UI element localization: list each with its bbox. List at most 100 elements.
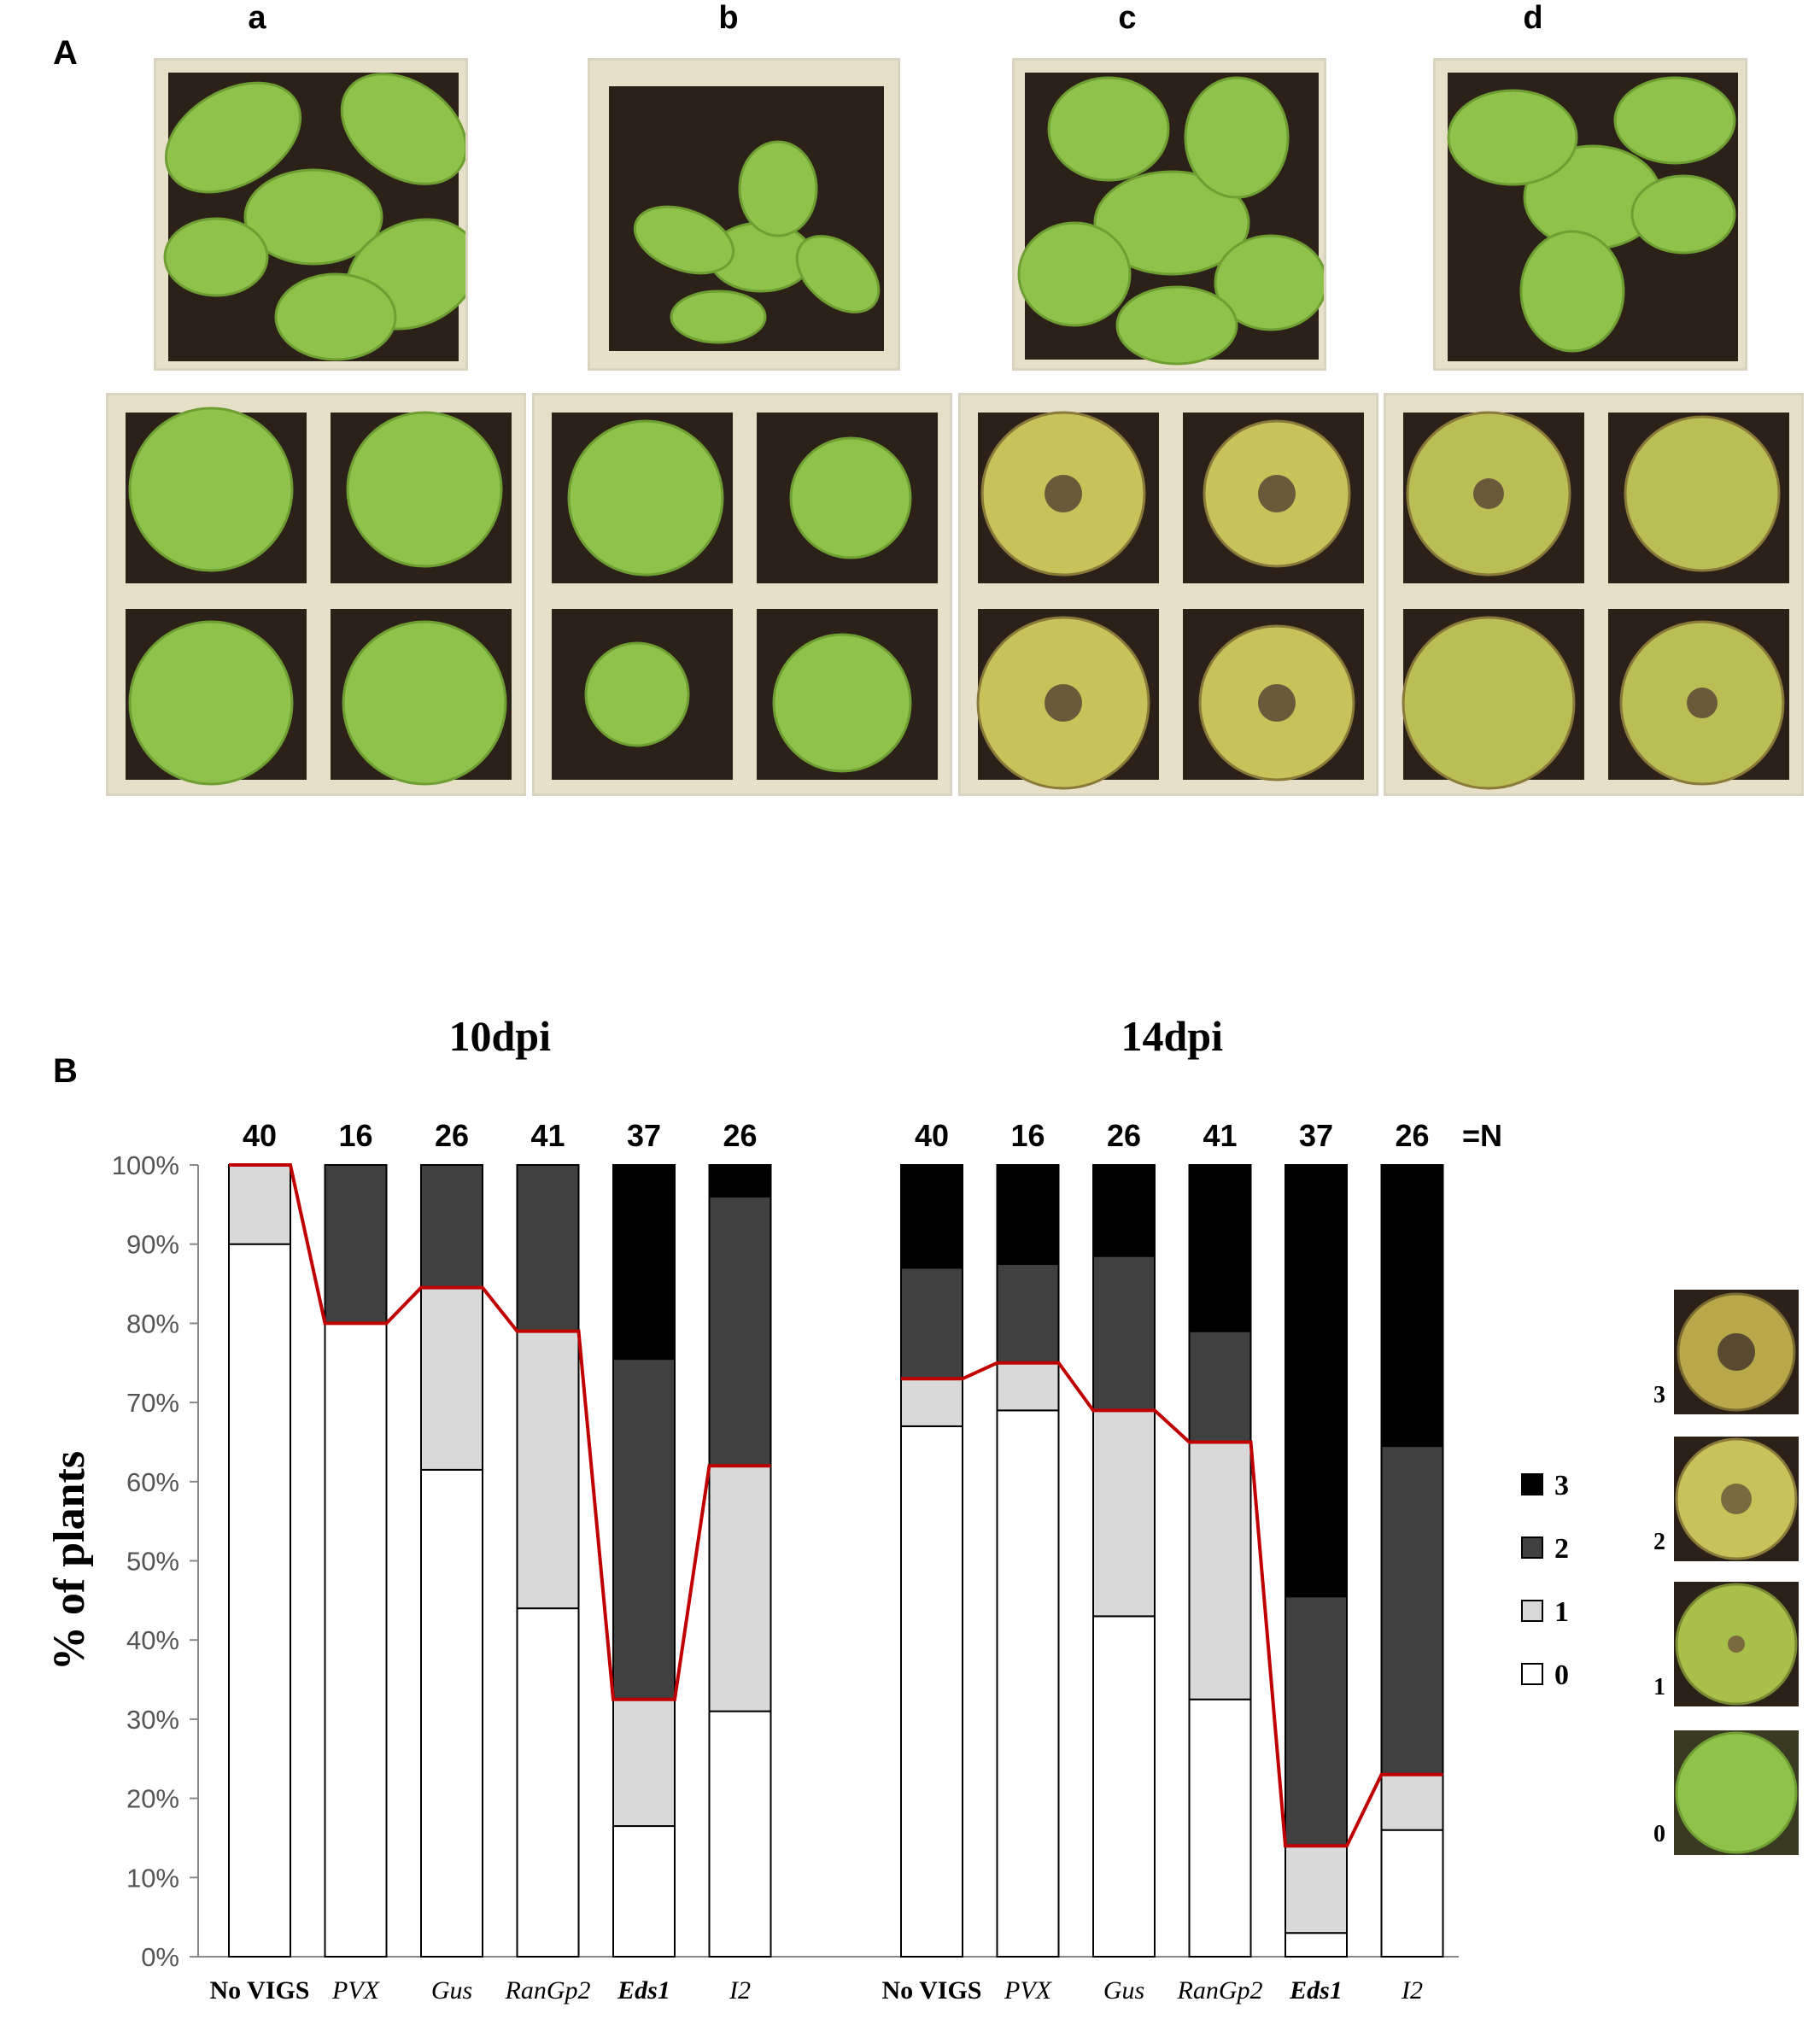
bar-segment-score-3: [1380, 1164, 1444, 1448]
legend-label-0: 0: [1554, 1659, 1569, 1691]
severity-thumbnail-1: [1674, 1582, 1799, 1706]
bar-segment-score-0: [1188, 1698, 1252, 1958]
n-label: 40: [243, 1118, 277, 1153]
bar-segment-score-2: [324, 1164, 388, 1325]
bar-segment-score-0: [996, 1409, 1060, 1958]
x-category-label: Eds1: [617, 1976, 670, 2005]
n-label: 37: [1299, 1118, 1333, 1153]
y-axis-label: % of plants: [45, 1451, 94, 1671]
bar-segment-score-1: [900, 1378, 963, 1427]
photo-b-single-pot: [588, 58, 900, 371]
x-category-label: RanGp2: [1177, 1976, 1263, 2005]
bar-segment-score-1: [1285, 1845, 1348, 1934]
bar-segment-score-3: [1188, 1164, 1252, 1332]
legend-swatch-0: [1521, 1663, 1543, 1685]
photo-c-single-pot: [1012, 58, 1326, 371]
n-suffix-label: =N: [1462, 1118, 1502, 1153]
column-label-a: a: [248, 0, 266, 36]
y-tick-label: 100%: [112, 1150, 179, 1180]
legend-label-2: 2: [1554, 1533, 1569, 1565]
bar-segment-score-2: [1092, 1255, 1156, 1412]
y-tick-label: 10%: [126, 1863, 179, 1893]
bar-segment-score-1: [996, 1361, 1060, 1412]
x-category-label: PVX: [331, 1976, 381, 2005]
bar-segment-score-2: [900, 1267, 963, 1380]
bar-segment-score-2: [1188, 1330, 1252, 1443]
bar-segment-score-0: [708, 1710, 772, 1958]
bar-segment-score-1: [1092, 1409, 1156, 1618]
bar-segment-score-0: [516, 1607, 580, 1958]
stacked-bar-chart: % of plants 0% 10% 20% 30% 40% 50% 60% 70% 80% 90%…: [45, 1012, 1569, 2005]
panel-b-label: B: [53, 1052, 78, 1090]
y-tick-label: 40%: [126, 1625, 179, 1655]
x-category-label: No VIGS: [882, 1976, 982, 2005]
n-label: 16: [338, 1118, 372, 1153]
legend-swatch-2: [1521, 1536, 1543, 1559]
bar-segment-score-0: [1380, 1829, 1444, 1958]
photo-a-single-pot: [154, 58, 468, 371]
photo-d-four-pots: [1384, 393, 1804, 796]
bar-segment-score-3: [612, 1164, 676, 1361]
column-label-d: d: [1523, 0, 1543, 36]
y-tick-label: 0%: [141, 1942, 179, 1972]
y-tick-label: 70%: [126, 1388, 179, 1418]
bar-segment-score-0: [228, 1243, 291, 1958]
bar-segment-score-1: [1380, 1773, 1444, 1831]
x-category-label: RanGp2: [505, 1976, 591, 2005]
y-tick-label: 90%: [126, 1230, 179, 1260]
y-tick-label: 20%: [126, 1784, 179, 1814]
bar-segment-score-2: [708, 1196, 772, 1467]
bar-segment-score-3: [1285, 1164, 1348, 1598]
bar-segment-score-1: [612, 1698, 676, 1828]
bar-segment-score-3: [996, 1164, 1060, 1265]
bar-segment-score-0: [324, 1322, 388, 1958]
bar-segment-score-1: [516, 1330, 580, 1610]
bar-segment-score-2: [516, 1164, 580, 1332]
panel-a-label: A: [53, 34, 78, 72]
x-category-label: PVX: [1004, 1976, 1053, 2005]
legend-swatch-1: [1521, 1600, 1543, 1622]
bar-segment-score-0: [1092, 1615, 1156, 1958]
group-title-1: 14dpi: [1121, 1012, 1223, 1060]
n-label: 26: [723, 1118, 757, 1153]
legend-swatch-3: [1521, 1473, 1543, 1495]
x-category-label: Gus: [431, 1976, 472, 2005]
severity-thumbnail-label-0: 0: [1653, 1821, 1665, 1847]
n-label: 40: [915, 1118, 949, 1153]
x-category-label: I2: [1401, 1976, 1423, 2005]
bar-segment-score-2: [996, 1262, 1060, 1364]
n-label: 26: [1395, 1118, 1429, 1153]
photo-a-four-pots: [106, 393, 526, 796]
group-title-0: 10dpi: [448, 1012, 551, 1060]
y-tick-label: 80%: [126, 1308, 179, 1338]
bar-segment-score-0: [612, 1825, 676, 1958]
n-label: 41: [1203, 1118, 1237, 1153]
bar-segment-score-1: [1188, 1441, 1252, 1700]
legend-label-1: 1: [1554, 1596, 1569, 1628]
x-category-label: I2: [729, 1976, 751, 2005]
bar-segment-score-0: [900, 1425, 963, 1958]
severity-thumbnail-label-2: 2: [1653, 1529, 1665, 1555]
severity-thumbnail-label-1: 1: [1653, 1674, 1665, 1700]
severity-thumbnail-0: [1674, 1730, 1799, 1855]
bar-segment-score-1: [708, 1465, 772, 1712]
y-tick-label: 30%: [126, 1705, 179, 1735]
bar-segment-score-0: [1285, 1932, 1348, 1958]
x-category-label: Gus: [1103, 1976, 1144, 2005]
bar-segment-score-2: [420, 1164, 483, 1289]
bar-segment-score-3: [1092, 1164, 1156, 1257]
red-threshold-line-1: [901, 1361, 1443, 1848]
photo-b-four-pots: [532, 393, 952, 796]
n-label: 26: [1107, 1118, 1141, 1153]
severity-thumbnail-3: [1674, 1290, 1799, 1414]
y-tick-label: 50%: [126, 1547, 179, 1577]
bar-segment-score-1: [228, 1164, 291, 1245]
severity-thumbnail-2: [1674, 1437, 1799, 1561]
n-label: 26: [435, 1118, 469, 1153]
bar-segment-score-3: [708, 1164, 772, 1198]
bar-segment-score-2: [1285, 1595, 1348, 1847]
n-label: 16: [1010, 1118, 1045, 1153]
red-threshold-line-0: [229, 1163, 771, 1701]
n-label: 37: [627, 1118, 661, 1153]
column-label-b: b: [718, 0, 739, 36]
